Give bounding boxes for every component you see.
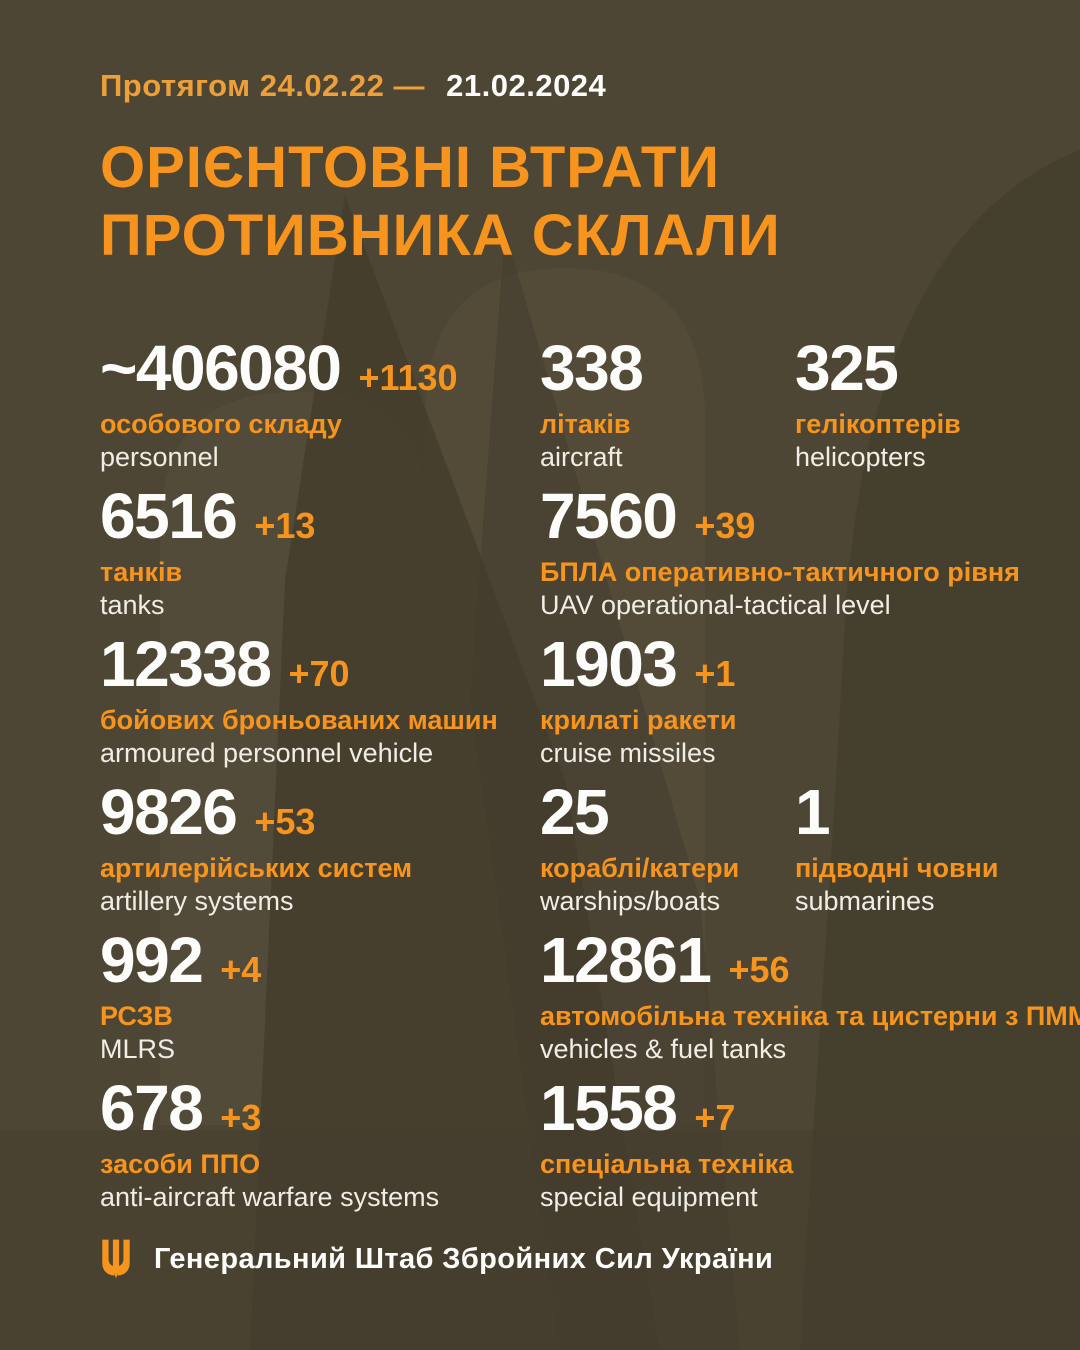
stat-value: ~406080	[100, 332, 342, 404]
stat-value: 7560	[540, 480, 678, 552]
stat-label-ua: автомобільна техніка та цистерни з ПММ	[540, 1001, 1080, 1031]
stat-delta: +13	[254, 505, 316, 546]
stat-label-ua: особового складу	[100, 409, 342, 439]
stat-label-ua: БПЛА оперативно-тактичного рівня	[540, 557, 1020, 587]
stat-label-ua: бойових броньованих машин	[100, 705, 498, 735]
stat-value: 325	[795, 332, 899, 404]
page-title-line1: ОРІЄНТОВНІ ВТРАТИ	[100, 135, 720, 200]
stat-cruise-missiles: 1903 +1 крилаті ракети cruise missiles	[540, 632, 1080, 780]
period-header: Протягом 24.02.22 — 21.02.2024	[100, 68, 606, 104]
stat-personnel: ~406080 +1130 особового складу personnel	[100, 336, 540, 484]
stat-value: 992	[100, 924, 204, 996]
stat-label-ua: літаків	[540, 409, 631, 439]
stat-label-en: armoured personnel vehicle	[100, 738, 434, 768]
stat-value: 1	[795, 776, 831, 848]
stat-label-en: helicopters	[795, 442, 926, 472]
stat-delta: +4	[220, 949, 262, 990]
footer-text: Генеральний Штаб Збройних Сил України	[154, 1242, 774, 1275]
stat-aircraft: 338 літаків aircraft	[540, 336, 795, 484]
stat-label-ua: засоби ППО	[100, 1149, 261, 1179]
stat-label-ua: спеціальна техніка	[540, 1149, 794, 1179]
stat-label-ua: кораблі/катери	[540, 853, 740, 883]
stat-delta: +1130	[358, 357, 458, 398]
period-end-date: 21.02.2024	[446, 68, 607, 103]
stat-delta: +56	[728, 949, 790, 990]
stat-mlrs: 992 +4 РСЗВ MLRS	[100, 928, 540, 1076]
stat-delta: +53	[254, 801, 316, 842]
stat-tanks: 6516 +13 танків tanks	[100, 484, 540, 632]
stat-submarines: 1 підводні човни submarines	[795, 780, 1080, 928]
stat-label-en: UAV operational-tactical level	[540, 590, 891, 620]
stat-delta: +39	[694, 505, 756, 546]
stat-value: 25	[540, 776, 610, 848]
stat-delta: +7	[694, 1097, 736, 1138]
stat-value: 6516	[100, 480, 238, 552]
stat-anti-aircraft: 678 +3 засоби ППО anti-aircraft warfare …	[100, 1076, 540, 1224]
stat-vehicles-fuel-tanks: 12861 +56 автомобільна техніка та цистер…	[540, 928, 1080, 1076]
tryzub-icon	[102, 1239, 130, 1279]
stat-value: 9826	[100, 776, 238, 848]
stat-helicopters: 325 гелікоптерів helicopters	[795, 336, 1080, 484]
stat-label-ua: танків	[100, 557, 183, 587]
stat-warships-boats: 25 кораблі/катери warships/boats	[540, 780, 795, 928]
stat-label-ua: РСЗВ	[100, 1001, 173, 1031]
stat-label-en: tanks	[100, 590, 165, 620]
stat-label-en: MLRS	[100, 1034, 176, 1064]
stat-delta: +70	[288, 653, 350, 694]
stat-armoured-vehicles: 12338 +70 бойових броньованих машин armo…	[100, 632, 540, 780]
stat-label-en: warships/boats	[540, 886, 721, 916]
stat-value: 1558	[540, 1072, 678, 1144]
stat-label-en: artillery systems	[100, 886, 294, 916]
stat-value: 12338	[100, 628, 272, 700]
stat-value: 338	[540, 332, 644, 404]
stat-label-en: cruise missiles	[540, 738, 716, 768]
stat-artillery-systems: 9826 +53 артилерійських систем artillery…	[100, 780, 540, 928]
stat-label-en: personnel	[100, 442, 219, 472]
stat-special-equipment: 1558 +7 спеціальна техніка special equip…	[540, 1076, 1080, 1224]
stat-label-en: vehicles & fuel tanks	[540, 1034, 787, 1064]
stat-label-en: special equipment	[540, 1182, 758, 1212]
stat-value: 678	[100, 1072, 204, 1144]
stat-label-en: anti-aircraft warfare systems	[100, 1182, 440, 1212]
stat-value: 1903	[540, 628, 678, 700]
stat-delta: +1	[694, 653, 736, 694]
losses-grid: ~406080 +1130 особового складу personnel…	[100, 336, 1080, 1224]
page-title-line2: ПРОТИВНИКА СКЛАЛИ	[100, 203, 781, 268]
stat-label-ua: підводні човни	[795, 853, 999, 883]
stat-label-ua: гелікоптерів	[795, 409, 961, 439]
stat-delta: +3	[220, 1097, 262, 1138]
stat-uav: 7560 +39 БПЛА оперативно-тактичного рівн…	[540, 484, 1080, 632]
page-title: ОРІЄНТОВНІ ВТРАТИ ПРОТИВНИКА СКЛАЛИ	[100, 134, 781, 270]
stat-label-en: aircraft	[540, 442, 623, 472]
footer: Генеральний Штаб Збройних Сил України	[100, 1238, 773, 1280]
stat-label-ua: крилаті ракети	[540, 705, 737, 735]
period-range-prefix: Протягом 24.02.22 —	[100, 68, 426, 103]
stat-label-ua: артилерійських систем	[100, 853, 413, 883]
stat-label-en: submarines	[795, 886, 935, 916]
stat-value: 12861	[540, 924, 712, 996]
